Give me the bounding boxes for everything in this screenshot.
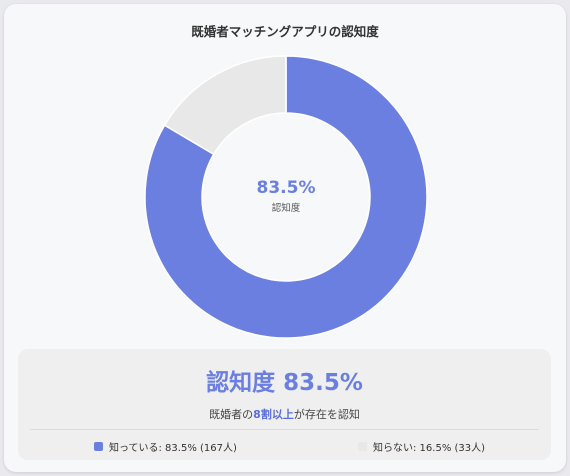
legend-item-unknown: 知らない: 16.5% (33人) [358,439,485,454]
divider [30,429,539,430]
summary-headline: 認知度 83.5% [206,370,363,396]
center-label: 認知度 [272,202,301,214]
donut-chart: 83.5% 認知度 [144,55,428,339]
slice-unknown [163,55,287,156]
chart-card: 既婚者マッチングアプリの認知度 83.5% 認知度 認知度 83.5% 既婚者の… [4,4,566,472]
legend-item-known: 知っている: 83.5% (167人) [94,439,237,454]
summary-panel: 認知度 83.5% 既婚者の8割以上が存在を認知 知っている: 83.5% (1… [18,349,551,460]
slice-known [144,55,428,339]
center-value: 83.5% [257,178,316,198]
legend-label-unknown: 知らない: 16.5% (33人) [373,443,486,454]
summary-subtext: 既婚者の8割以上が存在を認知 [18,406,551,422]
summary-sub-highlight: 8割以上 [253,408,294,421]
legend-swatch-unknown [358,442,367,451]
legend-label-known: 知っている: 83.5% (167人) [109,443,237,454]
summary-sub-prefix: 既婚者の [209,408,254,421]
legend-swatch-known [94,442,103,451]
summary-sub-suffix: が存在を認知 [293,408,360,421]
chart-title: 既婚者マッチングアプリの認知度 [191,24,379,39]
